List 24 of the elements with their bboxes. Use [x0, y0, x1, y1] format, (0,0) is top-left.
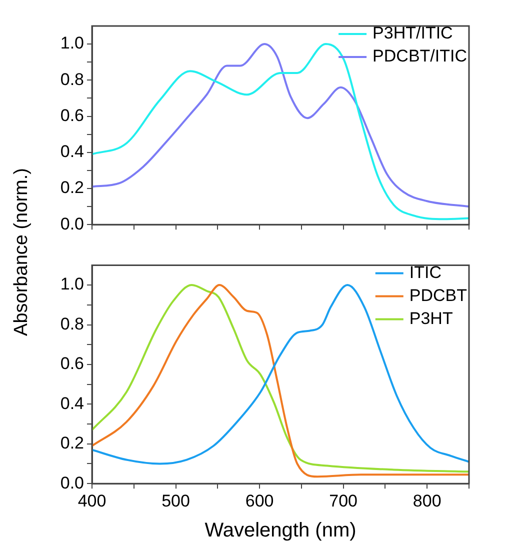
legend-label: PDCBT/ITIC — [372, 46, 468, 66]
y-tick-label: 0.4 — [60, 394, 84, 413]
y-tick-label: 0.6 — [60, 354, 84, 374]
y-tick-label: 1.0 — [60, 274, 84, 294]
legend-label: P3HT/ITIC — [372, 24, 453, 43]
legend-label: P3HT — [409, 308, 453, 328]
x-tick-label: 600 — [245, 491, 274, 510]
x-tick-label: 500 — [162, 491, 190, 510]
x-tick-label: 700 — [329, 491, 358, 510]
y-tick-label: 0.8 — [60, 314, 84, 334]
y-tick-label: 0.0 — [60, 214, 84, 234]
y-tick-label: 1.0 — [60, 34, 84, 53]
legend-label: PDCBT — [409, 286, 468, 305]
y-tick-label: 0.4 — [60, 142, 84, 162]
x-tick-label: 400 — [78, 491, 106, 510]
x-axis-title: Wavelength (nm) — [204, 520, 356, 542]
x-tick-label: 800 — [412, 491, 442, 510]
y-tick-label: 0.2 — [60, 178, 84, 198]
y-tick-label: 0.6 — [60, 106, 84, 125]
y-axis-title: Absorbance (norm.) — [11, 168, 33, 336]
legend-label: ITIC — [409, 262, 442, 282]
y-tick-label: 0.0 — [60, 473, 84, 492]
y-tick-label: 0.2 — [60, 434, 84, 453]
y-tick-label: 0.8 — [60, 70, 84, 89]
